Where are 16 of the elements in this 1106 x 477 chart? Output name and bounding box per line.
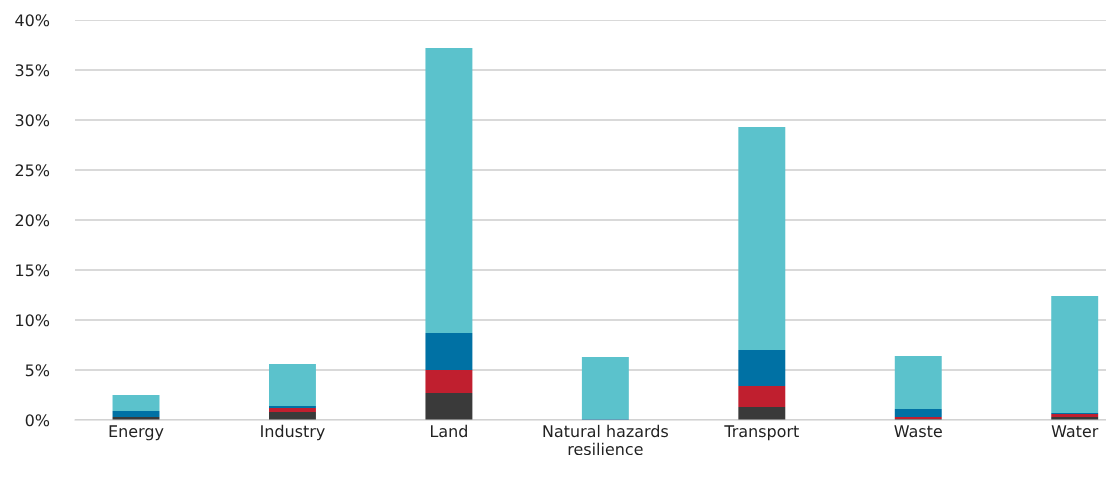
- x-tick-label: Transport: [724, 425, 799, 441]
- x-tick-label: Industry: [261, 424, 325, 441]
- y-tick-label: 40%: [15, 14, 50, 27]
- y-tick-label: 35%: [15, 64, 50, 77]
- x-tick-label: Natural hazards resilience: [543, 424, 668, 456]
- x-tick-label: Land: [431, 424, 467, 438]
- y-tick-label: 20%: [15, 214, 50, 227]
- x-tick-label: Water: [1051, 425, 1099, 438]
- x-tick-label: Waste: [894, 425, 942, 438]
- y-tick-label: 25%: [15, 164, 50, 177]
- x-tick-label: Energy: [109, 425, 164, 441]
- y-tick-label: 0%: [25, 414, 50, 427]
- y-tick-label: 15%: [16, 264, 50, 277]
- y-tick-label: 30%: [15, 114, 50, 127]
- y-tick-label: 5%: [25, 364, 50, 377]
- y-tick-label: 10%: [16, 314, 50, 327]
